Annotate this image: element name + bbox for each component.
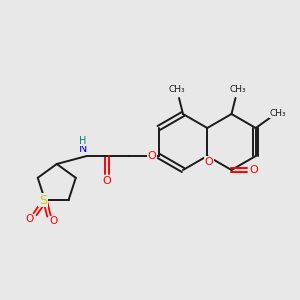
Text: O: O <box>102 176 111 186</box>
Text: O: O <box>249 165 258 175</box>
Text: N: N <box>79 144 87 154</box>
Text: CH₃: CH₃ <box>269 109 286 118</box>
Text: CH₃: CH₃ <box>229 85 246 94</box>
Text: CH₃: CH₃ <box>169 85 185 94</box>
Text: O: O <box>205 157 214 167</box>
Text: H: H <box>79 136 86 146</box>
Text: O: O <box>26 214 34 224</box>
Text: S: S <box>39 194 47 207</box>
Text: O: O <box>50 216 58 226</box>
Text: O: O <box>147 151 156 161</box>
